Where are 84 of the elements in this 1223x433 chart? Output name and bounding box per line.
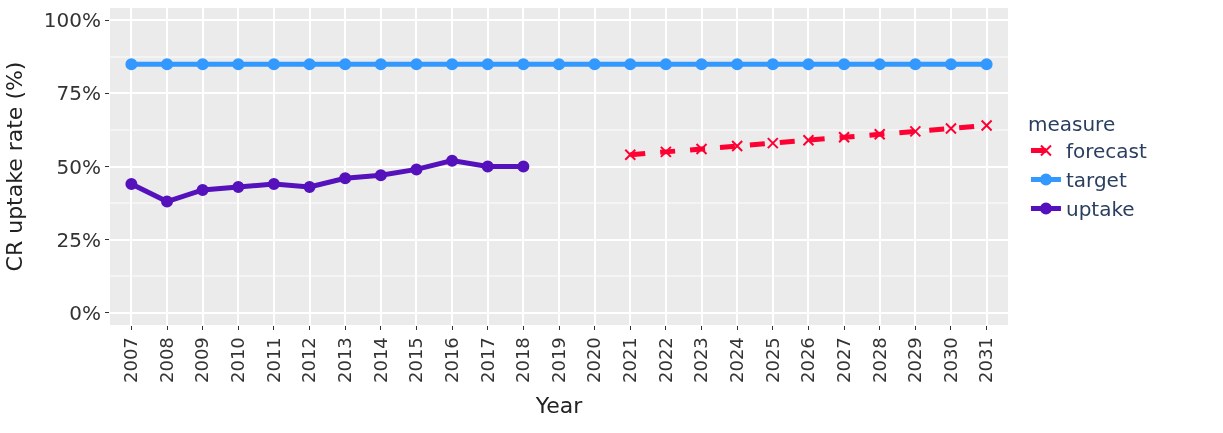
x-tick-label: 2025	[761, 337, 783, 384]
x-tick-label: 2017	[476, 337, 498, 384]
y-axis-title: CR uptake rate (%)	[1, 61, 27, 272]
point	[624, 148, 637, 161]
x-tick-label: 2023	[690, 337, 712, 384]
point	[766, 58, 779, 71]
point	[339, 58, 352, 71]
x-tick-label: 2013	[334, 337, 356, 384]
y-tick-label: 0%	[69, 300, 101, 325]
point	[303, 58, 316, 71]
point	[410, 163, 423, 176]
point	[731, 58, 744, 71]
point	[196, 58, 209, 71]
point	[232, 58, 245, 71]
x-tick-label: 2019	[547, 337, 569, 384]
x-tick-label: 2021	[619, 337, 641, 384]
x-tick-label: 2015	[405, 337, 427, 384]
point	[766, 137, 779, 150]
legend-label: forecast	[1065, 139, 1147, 164]
point	[161, 195, 174, 208]
point	[125, 58, 138, 71]
point	[339, 172, 352, 185]
point	[267, 58, 280, 71]
x-tick-label: 2030	[939, 337, 961, 384]
x-tick-label: 2016	[440, 337, 462, 384]
point	[980, 119, 993, 132]
point	[588, 58, 601, 71]
x-tick-label: 2028	[868, 337, 890, 384]
point	[303, 180, 316, 193]
point	[873, 128, 886, 141]
point	[624, 58, 637, 71]
x-tick-label: 2014	[369, 337, 391, 384]
point	[838, 58, 851, 71]
x-tick-label: 2024	[726, 337, 748, 384]
legend-title: measure	[1027, 112, 1116, 136]
point	[802, 134, 815, 147]
x-tick-label: 2018	[512, 337, 534, 384]
point	[659, 145, 672, 158]
point	[446, 154, 459, 167]
x-tick-label: 2031	[975, 337, 997, 384]
x-tick-label: 2029	[904, 337, 926, 384]
point	[909, 58, 922, 71]
point	[731, 140, 744, 153]
x-tick-label: 2012	[298, 337, 320, 384]
point	[446, 58, 459, 71]
point	[909, 125, 922, 138]
point	[481, 160, 494, 173]
point	[125, 178, 138, 191]
point	[196, 183, 209, 196]
point	[410, 58, 423, 71]
point	[517, 58, 530, 71]
x-tick-label: 2027	[832, 337, 854, 384]
x-tick-label: 2026	[797, 337, 819, 384]
y-tick-label: 100%	[43, 8, 101, 33]
point	[873, 58, 886, 71]
point	[232, 180, 245, 193]
x-tick-label: 2009	[191, 337, 213, 384]
legend-label: target	[1065, 168, 1127, 193]
point	[374, 169, 387, 182]
x-tick-label: 2011	[262, 337, 284, 384]
point	[659, 58, 672, 71]
y-tick-label: 75%	[56, 81, 101, 106]
x-tick-label: 2007	[120, 337, 142, 384]
y-tick-label: 50%	[56, 154, 101, 179]
legend-label: uptake	[1065, 197, 1135, 222]
point	[481, 58, 494, 71]
point	[802, 58, 815, 71]
point	[517, 160, 530, 173]
point	[161, 58, 174, 71]
point	[838, 131, 851, 144]
x-tick-label: 2010	[227, 337, 249, 384]
y-tick-label: 25%	[56, 227, 101, 252]
x-axis-title: Year	[534, 392, 584, 418]
point	[267, 178, 280, 191]
point	[695, 58, 708, 71]
x-tick-label: 2008	[155, 337, 177, 384]
x-tick-label: 2020	[583, 337, 605, 384]
point	[980, 58, 993, 71]
point	[553, 58, 565, 71]
point	[944, 58, 957, 71]
point	[374, 58, 387, 71]
point	[944, 122, 957, 135]
x-tick-label: 2022	[654, 337, 676, 384]
point	[695, 142, 708, 155]
